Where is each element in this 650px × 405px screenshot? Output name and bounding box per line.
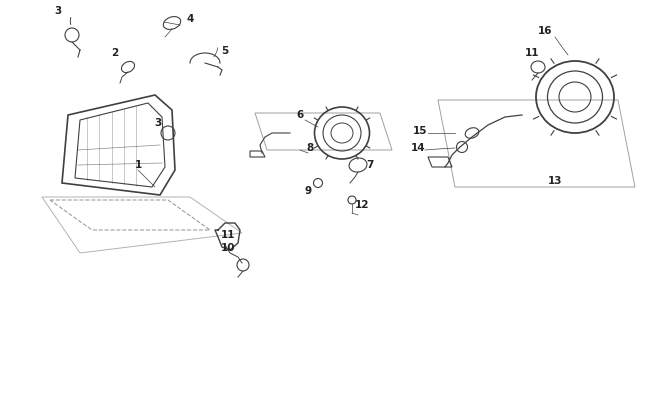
Text: 6: 6 [296, 110, 304, 120]
Text: 7: 7 [367, 160, 374, 170]
Text: 15: 15 [413, 126, 427, 136]
Text: 11: 11 [221, 230, 235, 239]
Text: 14: 14 [411, 143, 425, 153]
Text: 3: 3 [55, 6, 62, 16]
Text: 8: 8 [306, 143, 313, 153]
Text: 1: 1 [135, 160, 142, 170]
Text: 11: 11 [525, 48, 540, 58]
Text: 16: 16 [538, 26, 552, 36]
Text: 12: 12 [355, 200, 369, 209]
Text: 10: 10 [221, 243, 235, 252]
Text: 5: 5 [222, 46, 229, 56]
Text: 3: 3 [155, 118, 162, 128]
Text: 13: 13 [548, 175, 562, 185]
Text: 9: 9 [304, 185, 311, 196]
Text: 4: 4 [187, 14, 194, 24]
Text: 2: 2 [111, 48, 119, 58]
